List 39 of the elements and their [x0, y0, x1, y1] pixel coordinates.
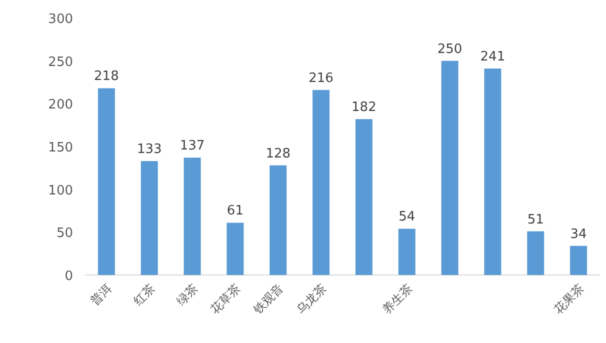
data-label: 250: [437, 42, 462, 57]
x-tick-label: 普洱: [88, 281, 115, 308]
data-label: 54: [398, 210, 416, 225]
data-label: 34: [570, 226, 587, 242]
x-tick-label: 花草茶: [208, 281, 244, 317]
data-label: 128: [266, 146, 291, 162]
y-tick-label: 0: [64, 269, 73, 284]
data-label: 137: [180, 138, 205, 154]
bar: [140, 161, 158, 275]
y-tick-label: 150: [48, 140, 73, 156]
x-tick-label: 铁观音: [250, 281, 286, 318]
data-label: 182: [352, 100, 376, 116]
x-tick-label: 绿茶: [174, 281, 200, 308]
x-tick-label: 花果茶: [551, 281, 587, 317]
bar: [570, 246, 588, 275]
bar: [184, 158, 201, 275]
bar: [226, 222, 244, 275]
x-tick-label: 红茶: [130, 281, 158, 308]
bar: [312, 90, 330, 275]
bar: [441, 60, 458, 275]
bar: [484, 68, 502, 275]
bar: [98, 88, 115, 275]
data-label: 218: [94, 69, 119, 84]
y-tick-label: 300: [48, 12, 73, 27]
x-tick-label: 乌龙茶: [294, 281, 330, 317]
data-label: 61: [226, 204, 244, 219]
bar: [398, 228, 416, 275]
bar: [527, 231, 544, 275]
bar: [355, 119, 372, 275]
data-label: 241: [480, 50, 506, 65]
data-label: 216: [308, 70, 334, 86]
data-label: 51: [527, 212, 544, 228]
y-tick-label: 100: [48, 183, 73, 198]
y-tick-label: 50: [56, 226, 73, 242]
bar: [270, 165, 287, 275]
x-tick-label: 养生茶: [380, 281, 415, 317]
y-tick-label: 250: [48, 54, 73, 70]
data-label: 133: [136, 142, 162, 158]
y-tick-label: 200: [48, 98, 73, 113]
